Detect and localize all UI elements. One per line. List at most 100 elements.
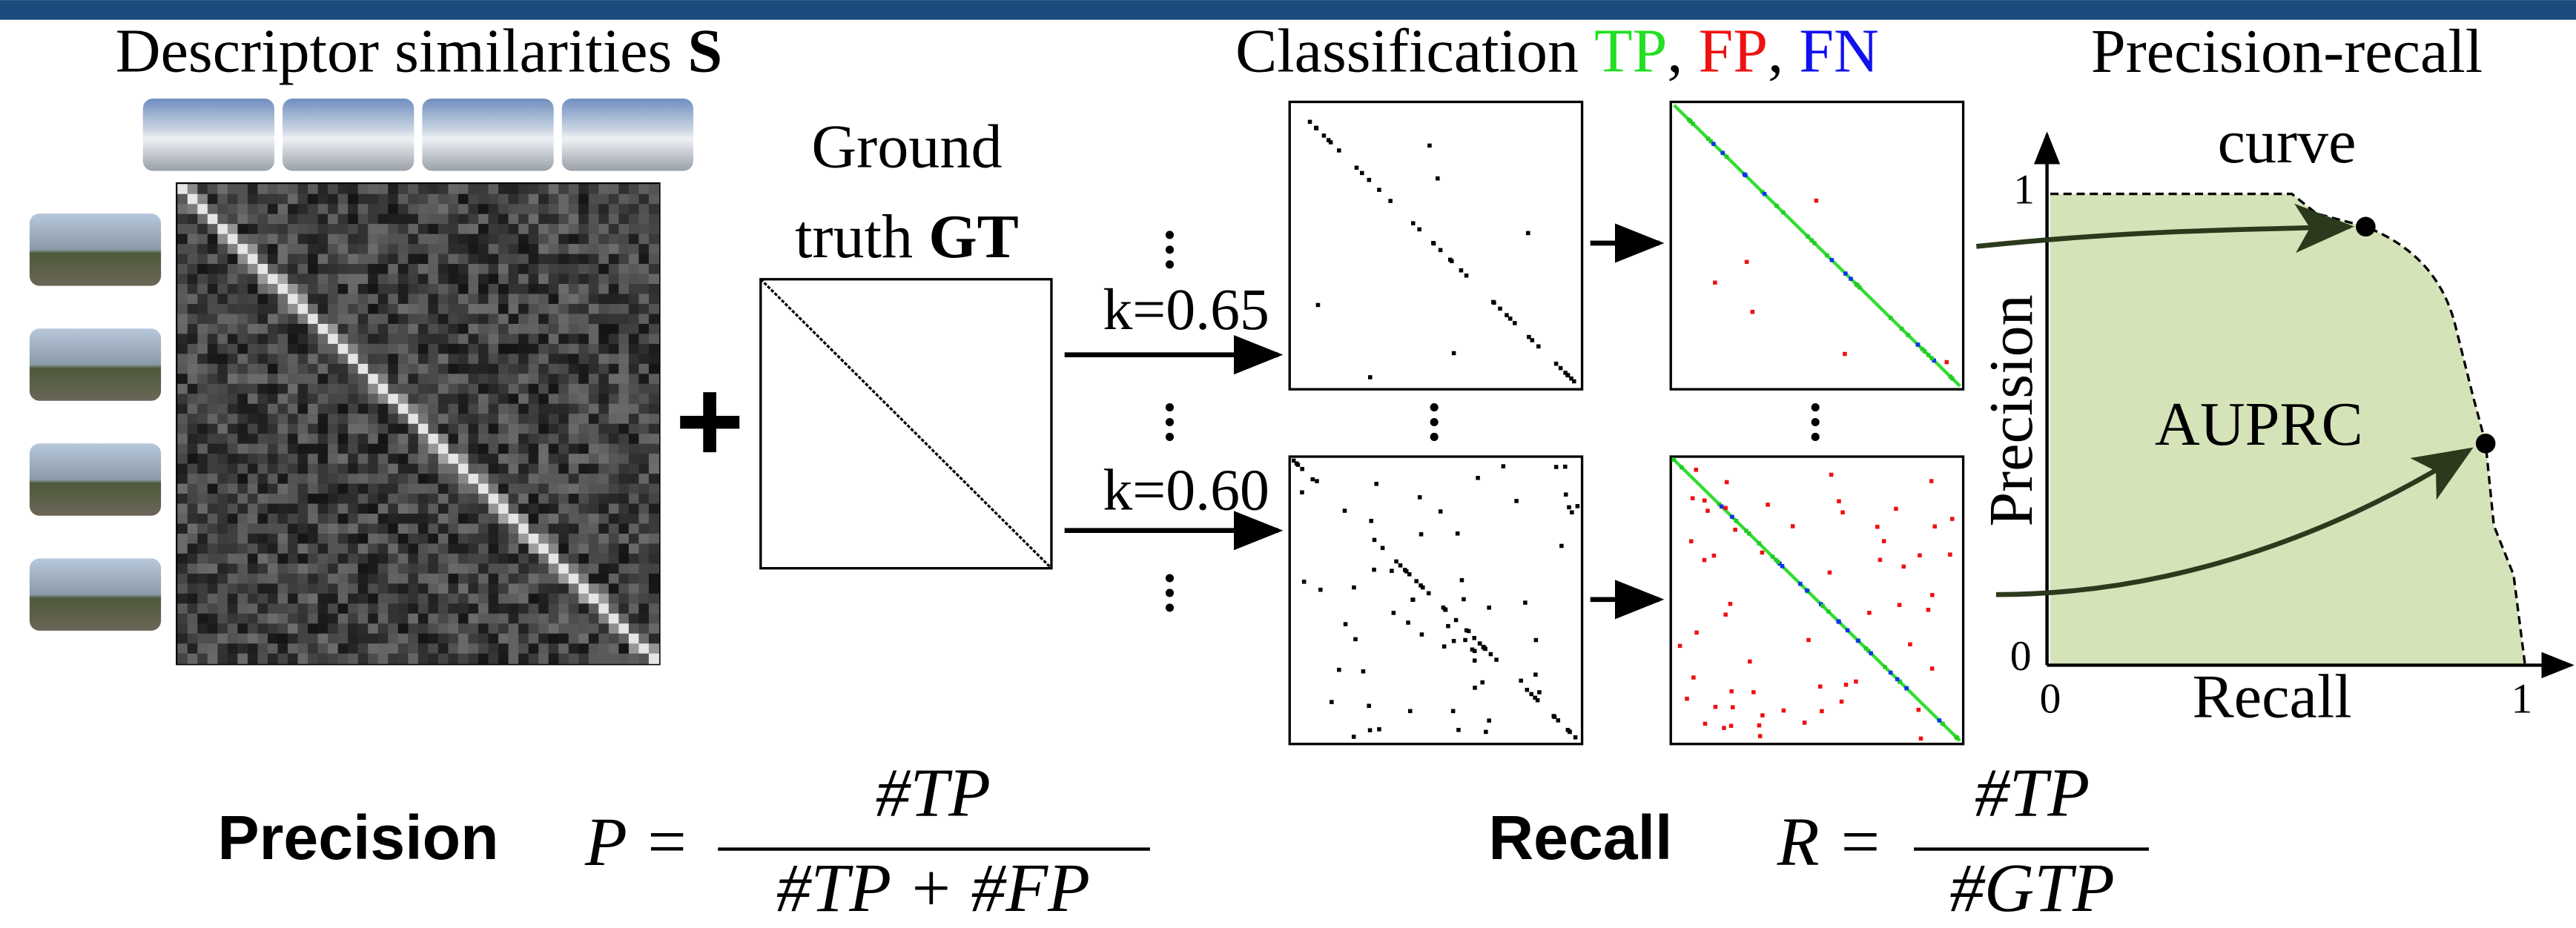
similarity-cell (257, 374, 268, 384)
diag-point (1949, 374, 1953, 379)
similarity-cell (549, 654, 559, 664)
similarity-cell (408, 444, 418, 454)
similarity-cell (448, 484, 458, 494)
similarity-cell (177, 603, 188, 614)
similarity-cell (468, 514, 478, 524)
similarity-cell (598, 254, 609, 265)
similarity-cell (368, 204, 378, 214)
similarity-cell (438, 354, 449, 364)
similarity-cell (308, 194, 318, 205)
similarity-cell (638, 634, 649, 644)
similarity-cell (298, 474, 308, 484)
similarity-cell (518, 534, 529, 544)
similarity-cell (448, 534, 458, 544)
similarity-cell (618, 394, 629, 404)
similarity-cell (529, 234, 539, 245)
similarity-cell (549, 204, 559, 214)
similarity-cell (558, 204, 569, 214)
precision-numerator: #TP (876, 755, 991, 831)
similarity-cell (609, 254, 619, 265)
similarity-cell (549, 444, 559, 454)
thumbnail (283, 99, 414, 170)
similarity-cell (398, 454, 409, 464)
similarity-cell (298, 364, 308, 374)
similarity-cell (418, 284, 429, 294)
similarity-cell (478, 244, 489, 254)
similarity-cell (418, 204, 429, 214)
off-point (1456, 531, 1460, 536)
similarity-cell (217, 234, 228, 245)
similarity-cell (197, 504, 208, 514)
similarity-cell (649, 384, 659, 394)
similarity-cell (478, 304, 489, 314)
similarity-cell (569, 634, 579, 644)
similarity-cell (378, 244, 389, 254)
similarity-cell (208, 574, 218, 584)
similarity-cell (197, 324, 208, 334)
similarity-cell (589, 284, 599, 294)
similarity-cell (549, 254, 559, 265)
similarity-cell (368, 603, 378, 614)
off-point (1820, 709, 1824, 714)
off-point (1367, 703, 1371, 708)
similarity-cell (448, 504, 458, 514)
similarity-cell (268, 444, 278, 454)
similarity-cell (197, 464, 208, 474)
similarity-cell (529, 484, 539, 494)
similarity-cell (498, 344, 509, 354)
similarity-cell (418, 234, 429, 245)
similarity-cell (237, 404, 248, 414)
similarity-cell (188, 563, 198, 574)
similarity-cell (278, 314, 288, 324)
similarity-cell (589, 523, 599, 534)
similarity-cell (569, 254, 579, 265)
similarity-cell (318, 404, 328, 414)
similarity-cell (478, 404, 489, 414)
similarity-cell (509, 434, 519, 444)
similarity-cell (378, 543, 389, 554)
similarity-cell (298, 654, 308, 664)
similarity-cell (348, 504, 358, 514)
similarity-cell (458, 224, 469, 234)
similarity-cell (308, 324, 318, 334)
similarity-cell (578, 324, 589, 334)
similarity-cell (208, 294, 218, 305)
off-point (1420, 632, 1424, 637)
similarity-cell (458, 634, 469, 644)
similarity-cell (598, 354, 609, 364)
similarity-cell (208, 534, 218, 544)
similarity-cell (649, 374, 659, 384)
similarity-cell (549, 583, 559, 594)
similarity-cell (288, 224, 298, 234)
similarity-cell (268, 623, 278, 634)
similarity-cell (288, 314, 298, 324)
similarity-cell (237, 224, 248, 234)
similarity-cell (288, 364, 298, 374)
similarity-cell (638, 204, 649, 214)
similarity-cell (649, 574, 659, 584)
similarity-cell (458, 284, 469, 294)
similarity-cell (328, 634, 338, 644)
similarity-cell (228, 304, 238, 314)
similarity-cell (257, 574, 268, 584)
similarity-cell (318, 384, 328, 394)
similarity-cell (257, 344, 268, 354)
similarity-cell (278, 484, 288, 494)
similarity-cell (609, 504, 619, 514)
similarity-cell (569, 474, 579, 484)
similarity-cell (257, 554, 268, 564)
similarity-cell (529, 184, 539, 194)
similarity-cell (328, 344, 338, 354)
similarity-cell (649, 364, 659, 374)
similarity-cell (257, 324, 268, 334)
similarity-cell (358, 464, 369, 474)
similarity-cell (649, 424, 659, 434)
similarity-cell (257, 603, 268, 614)
similarity-cell (237, 264, 248, 274)
similarity-cell (217, 254, 228, 265)
similarity-cell (418, 574, 429, 584)
similarity-cell (478, 424, 489, 434)
similarity-cell (498, 514, 509, 524)
similarity-cell (268, 543, 278, 554)
similarity-cell (629, 274, 639, 285)
